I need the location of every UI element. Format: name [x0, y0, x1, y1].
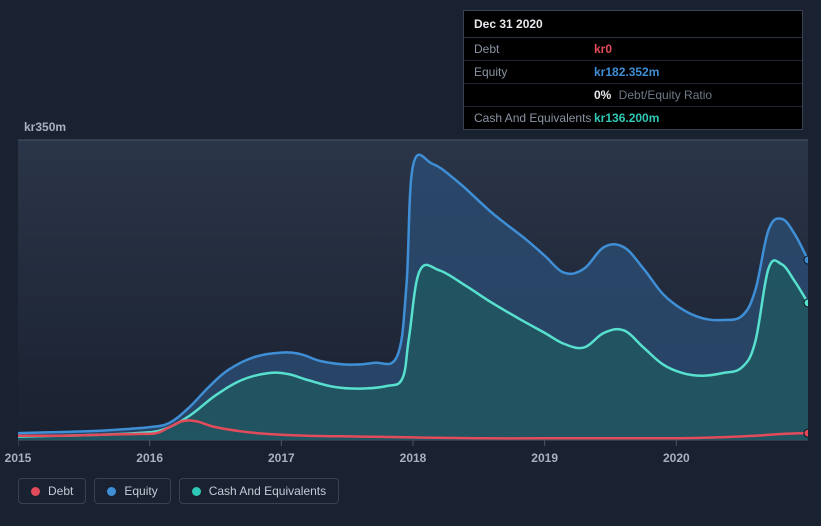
x-tick-label: 2020	[663, 451, 690, 465]
x-tick-label: 2016	[136, 451, 163, 465]
chart-legend: Debt Equity Cash And Equivalents	[18, 478, 339, 504]
tooltip-value: kr182.352m	[594, 65, 659, 79]
legend-dot-icon	[107, 487, 116, 496]
tooltip-label: Equity	[474, 65, 594, 79]
tooltip-label: Cash And Equivalents	[474, 111, 594, 125]
tooltip-row: Cash And Equivalentskr136.200m	[464, 107, 802, 129]
tooltip-label	[474, 88, 594, 102]
tooltip-date: Dec 31 2020	[464, 11, 802, 38]
chart-svg	[18, 118, 808, 448]
tooltip-label: Debt	[474, 42, 594, 56]
legend-item-debt[interactable]: Debt	[18, 478, 86, 504]
chart-tooltip: Dec 31 2020 Debtkr0Equitykr182.352m0% De…	[463, 10, 803, 130]
legend-label: Debt	[48, 484, 73, 498]
x-tick-label: 2017	[268, 451, 295, 465]
x-tick-label: 2018	[400, 451, 427, 465]
legend-dot-icon	[192, 487, 201, 496]
legend-item-cash-and-equivalents[interactable]: Cash And Equivalents	[179, 478, 339, 504]
legend-label: Equity	[124, 484, 157, 498]
balance-chart: kr350m kr0 201520162017201820192020	[18, 118, 808, 468]
tooltip-value: kr0	[594, 42, 612, 56]
legend-item-equity[interactable]: Equity	[94, 478, 170, 504]
tooltip-row: Debtkr0	[464, 38, 802, 61]
legend-dot-icon	[31, 487, 40, 496]
tooltip-row: 0% Debt/Equity Ratio	[464, 84, 802, 107]
x-tick-label: 2019	[531, 451, 558, 465]
x-tick-label: 2015	[5, 451, 32, 465]
legend-label: Cash And Equivalents	[209, 484, 326, 498]
tooltip-ratio: 0% Debt/Equity Ratio	[594, 88, 712, 102]
tooltip-row: Equitykr182.352m	[464, 61, 802, 84]
tooltip-value: kr136.200m	[594, 111, 659, 125]
